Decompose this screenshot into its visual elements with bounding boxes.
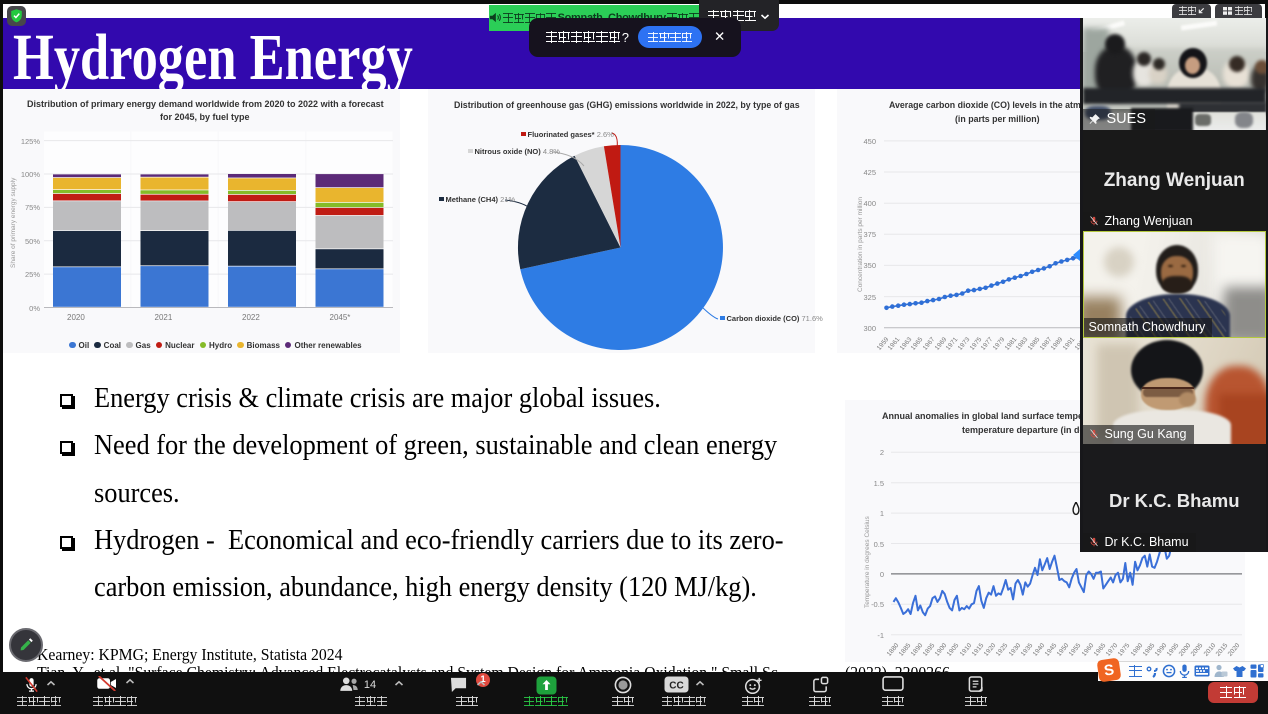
svg-text:CC: CC [669, 681, 683, 692]
